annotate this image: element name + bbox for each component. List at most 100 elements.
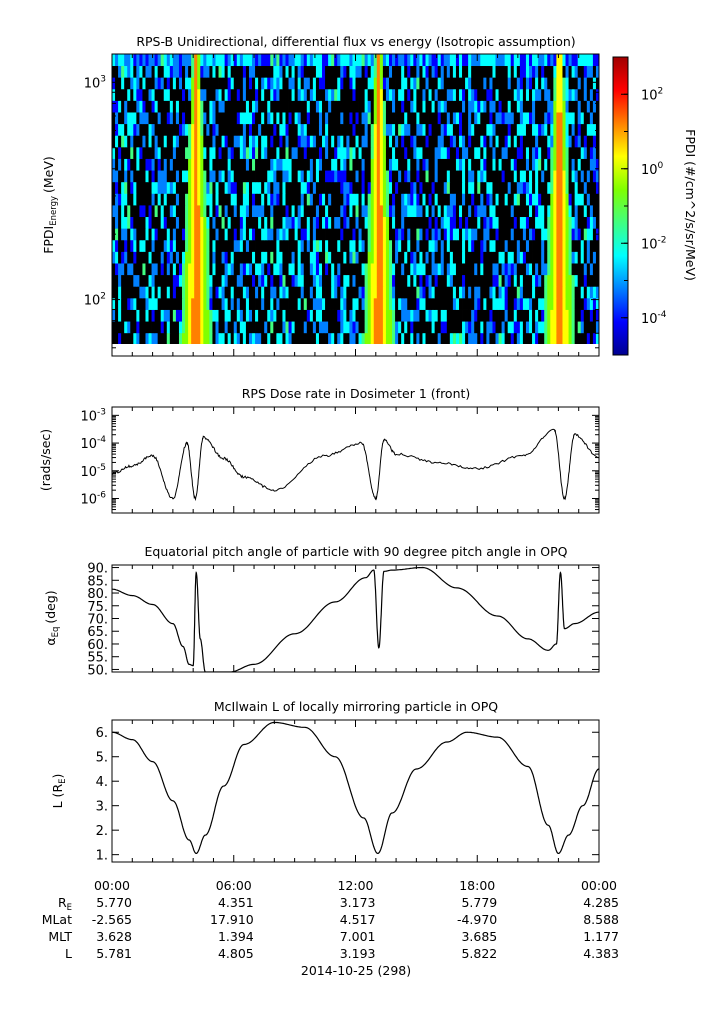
- spectrogram-cell: [565, 321, 569, 334]
- spectrogram-cell: [270, 286, 274, 299]
- spectrogram-cell: [200, 100, 204, 113]
- spectrogram-cell: [480, 216, 484, 229]
- spectrogram-cell: [410, 54, 414, 67]
- spectrogram-cell: [252, 321, 256, 334]
- spectrogram-cell: [559, 170, 563, 183]
- ephemeris-value: 5.779: [461, 895, 497, 910]
- spectrogram-cell: [434, 65, 439, 78]
- spectrogram-cell: [258, 54, 262, 67]
- spectrogram-cell: [343, 193, 347, 206]
- spectrogram-cell: [224, 181, 229, 194]
- spectrogram-cell: [245, 112, 250, 125]
- spectrogram-cell: [547, 54, 551, 67]
- spectrogram-cell: [206, 65, 210, 78]
- spectrogram-cell: [118, 263, 122, 276]
- spectrogram-cell: [398, 332, 402, 345]
- spectrogram-cell: [245, 239, 250, 252]
- spectrogram-cell: [492, 77, 496, 90]
- spectrogram-cell: [185, 297, 189, 310]
- spectrogram-cell: [136, 205, 140, 218]
- spectrogram-cell: [197, 77, 201, 90]
- spectrogram-cell: [306, 146, 311, 159]
- spectrogram-cell: [544, 263, 548, 276]
- spectrogram-cell: [309, 170, 314, 183]
- spectrogram-cell: [248, 228, 253, 241]
- spectrogram-cell: [172, 158, 177, 171]
- spectrogram-cell: [592, 112, 597, 125]
- spectrogram-cell: [376, 321, 381, 334]
- spectrogram-cell: [462, 123, 466, 136]
- spectrogram-cell: [498, 123, 502, 136]
- spectrogram-cell: [121, 321, 125, 334]
- spectrogram-cell: [334, 216, 338, 229]
- spectrogram-cell: [550, 286, 554, 299]
- spectrogram-cell: [538, 263, 542, 276]
- spectrogram-cell: [504, 332, 509, 345]
- spectrogram-cell: [532, 228, 536, 241]
- spectrogram-cell: [431, 54, 436, 67]
- spectrogram-cell: [115, 274, 119, 287]
- spectrogram-cell: [510, 135, 515, 148]
- spectrogram-cell: [312, 309, 317, 322]
- spectrogram-cell: [285, 88, 289, 101]
- spectrogram-cell: [559, 205, 563, 218]
- spectrogram-cell: [121, 88, 125, 101]
- spectrogram-cell: [592, 77, 597, 90]
- spectrogram-cell: [544, 332, 548, 345]
- spectrogram-cell: [349, 77, 353, 90]
- spectrogram-cell: [428, 205, 432, 218]
- spectrogram-cell: [586, 193, 591, 206]
- spectrogram-cell: [267, 54, 271, 67]
- spectrogram-cell: [483, 100, 487, 113]
- spectrogram-cell: [239, 332, 244, 345]
- y-tick-label: 75.: [87, 600, 108, 615]
- spectrogram-cell: [224, 251, 229, 264]
- spectrogram-cell: [474, 332, 478, 345]
- spectrogram-cell: [388, 263, 393, 276]
- spectrogram-cell: [532, 193, 536, 206]
- spectrogram-cell: [309, 274, 314, 287]
- spectrogram-cell: [510, 77, 515, 90]
- spectrogram-cell: [349, 181, 353, 194]
- spectrogram-cell: [194, 193, 198, 206]
- spectrogram-cell: [136, 65, 140, 78]
- spectrogram-cell: [172, 112, 177, 125]
- spectrogram-cell: [255, 170, 259, 183]
- spectrogram-cell: [270, 193, 274, 206]
- spectrogram-cell: [318, 100, 323, 113]
- spectrogram-cell: [221, 88, 226, 101]
- spectrogram-cell: [136, 146, 140, 159]
- spectrogram-cell: [288, 146, 292, 159]
- spectrogram-cell: [178, 286, 183, 299]
- spectrogram-cell: [595, 216, 599, 229]
- spectrogram-cell: [261, 135, 265, 148]
- spectrogram-cell: [148, 54, 152, 67]
- spectrogram-cell: [206, 170, 210, 183]
- spectrogram-cell: [151, 100, 156, 113]
- spectrogram-cell: [118, 135, 122, 148]
- spectrogram-cell: [145, 146, 149, 159]
- spectrogram-cell: [121, 112, 125, 125]
- spectrogram-cell: [148, 193, 152, 206]
- spectrogram-cell: [288, 205, 292, 218]
- spectrogram-cell: [519, 170, 524, 183]
- spectrogram-cell: [188, 135, 192, 148]
- spectrogram-cell: [392, 77, 396, 90]
- spectrogram-cell: [258, 193, 262, 206]
- spectrogram-cell: [361, 135, 366, 148]
- spectrogram-cell: [121, 193, 125, 206]
- spectrogram-cell: [130, 251, 134, 264]
- spectrogram-cell: [212, 146, 216, 159]
- spectrogram-cell: [258, 146, 262, 159]
- spectrogram-cell: [373, 170, 378, 183]
- spectrogram-cell: [535, 77, 539, 90]
- spectrogram-cell: [124, 274, 128, 287]
- spectrogram-cell: [294, 263, 299, 276]
- spectrogram-cell: [589, 146, 594, 159]
- spectrogram-cell: [297, 205, 302, 218]
- spectrogram-cell: [206, 158, 210, 171]
- spectrogram-cell: [446, 228, 451, 241]
- dose-rate-y-ticks: 10-610-510-410-3: [80, 406, 599, 514]
- spectrogram-cell: [379, 100, 384, 113]
- spectrogram-cell: [532, 251, 536, 264]
